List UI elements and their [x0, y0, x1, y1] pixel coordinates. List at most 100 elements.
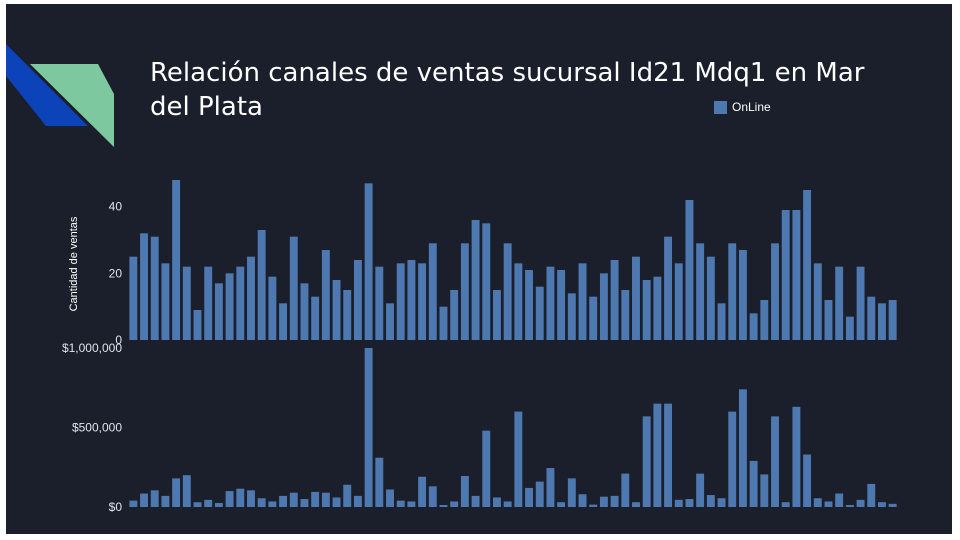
count-bar	[407, 260, 416, 340]
amount-bar	[621, 473, 630, 507]
count-bar	[204, 266, 213, 340]
count-bar	[257, 230, 266, 340]
amount-bar	[642, 416, 651, 507]
amount-bar	[888, 503, 897, 507]
amount-bar	[493, 497, 501, 507]
amount-bar	[514, 411, 523, 507]
count-bar	[460, 243, 469, 340]
count-bar	[268, 276, 277, 340]
count-y-tick-label: 0	[115, 333, 122, 347]
count-bar	[653, 276, 662, 340]
corner-decoration	[6, 44, 114, 147]
count-bar	[386, 303, 394, 340]
count-bar	[182, 266, 191, 340]
amount-bar	[696, 473, 705, 507]
count-bar	[193, 310, 202, 340]
amount-bar	[129, 500, 138, 507]
count-bar	[493, 290, 501, 340]
count-bar	[439, 306, 448, 340]
amount-bar	[204, 499, 213, 507]
amount-bar	[482, 430, 491, 507]
slide: Relación canales de ventas sucursal Id21…	[6, 4, 952, 534]
amount-bar	[182, 475, 191, 507]
amount-bar	[503, 501, 512, 507]
amount-bar	[375, 457, 384, 507]
count-bar	[375, 266, 384, 340]
amount-y-tick-label: $1,000,000	[62, 341, 122, 355]
count-bar	[599, 273, 608, 340]
chart-amount: $0 $500,000 $1,000,000	[62, 341, 897, 514]
legend-swatch-online	[714, 100, 727, 114]
count-bar	[760, 300, 769, 340]
count-bar	[610, 260, 619, 340]
amount-bar	[535, 481, 544, 507]
amount-bar	[321, 492, 330, 507]
count-bar	[279, 303, 288, 340]
amount-bar	[311, 491, 320, 507]
count-bar	[172, 180, 181, 340]
amount-bar	[546, 468, 555, 507]
count-bar	[878, 303, 886, 340]
count-bar	[749, 313, 758, 340]
amount-bar	[289, 492, 298, 507]
amount-bar	[332, 497, 341, 507]
amount-bar	[439, 505, 448, 507]
amount-bar	[845, 505, 854, 507]
count-bar	[803, 190, 812, 340]
amount-bar	[428, 486, 437, 507]
count-bar	[717, 303, 726, 340]
amount-bar	[300, 499, 309, 507]
count-bar	[289, 236, 298, 340]
bar-charts: 0 20 40 Cantidad de ventas $0 $500,000 $1,000…	[62, 180, 897, 514]
amount-bar	[664, 403, 673, 507]
amount-bar	[813, 498, 822, 507]
amount-bar	[450, 501, 459, 507]
decoration-green-stripe	[30, 64, 114, 147]
amount-bar	[632, 502, 640, 507]
count-bar	[674, 263, 683, 340]
amount-bar	[193, 502, 202, 507]
count-bar	[856, 266, 865, 340]
count-bar	[364, 183, 373, 340]
count-bar	[706, 256, 715, 340]
amount-y-tick-label: $0	[109, 500, 123, 514]
amount-bar	[353, 495, 362, 507]
amount-bar	[803, 454, 812, 507]
count-bar	[535, 286, 544, 340]
amount-bar	[728, 411, 737, 507]
amount-bar	[685, 499, 694, 507]
amount-bar	[674, 499, 683, 507]
count-bar	[450, 290, 459, 340]
amount-bar	[578, 494, 587, 507]
count-bar	[685, 200, 694, 340]
amount-bar	[140, 493, 148, 507]
amount-bar	[856, 499, 865, 507]
count-bar	[140, 233, 148, 340]
amount-bar	[706, 495, 715, 507]
count-bar	[835, 266, 844, 340]
count-y-axis-label: Cantidad de ventas	[68, 216, 80, 311]
amount-bar	[771, 416, 779, 507]
count-bar	[321, 250, 330, 340]
amount-bar	[824, 501, 833, 507]
amount-bar	[364, 348, 373, 507]
amount-bar	[161, 495, 170, 507]
amount-bar	[150, 490, 159, 507]
count-bar	[781, 210, 790, 340]
amount-bar	[749, 460, 758, 507]
chart-title: Relación canales de ventas sucursal Id21…	[150, 58, 865, 122]
count-bar	[824, 300, 833, 340]
amount-bar	[717, 498, 726, 507]
count-bar	[343, 290, 352, 340]
amount-bar	[599, 496, 608, 507]
amount-y-tick-label: $500,000	[72, 421, 122, 435]
amount-bar	[407, 501, 416, 507]
count-bar	[546, 266, 555, 340]
count-bar	[525, 270, 533, 340]
legend: OnLine	[714, 100, 771, 114]
amount-bar	[589, 504, 598, 507]
amount-bar	[460, 476, 469, 507]
count-bar	[578, 263, 587, 340]
amount-bar	[738, 389, 747, 507]
amount-bar	[792, 406, 801, 507]
